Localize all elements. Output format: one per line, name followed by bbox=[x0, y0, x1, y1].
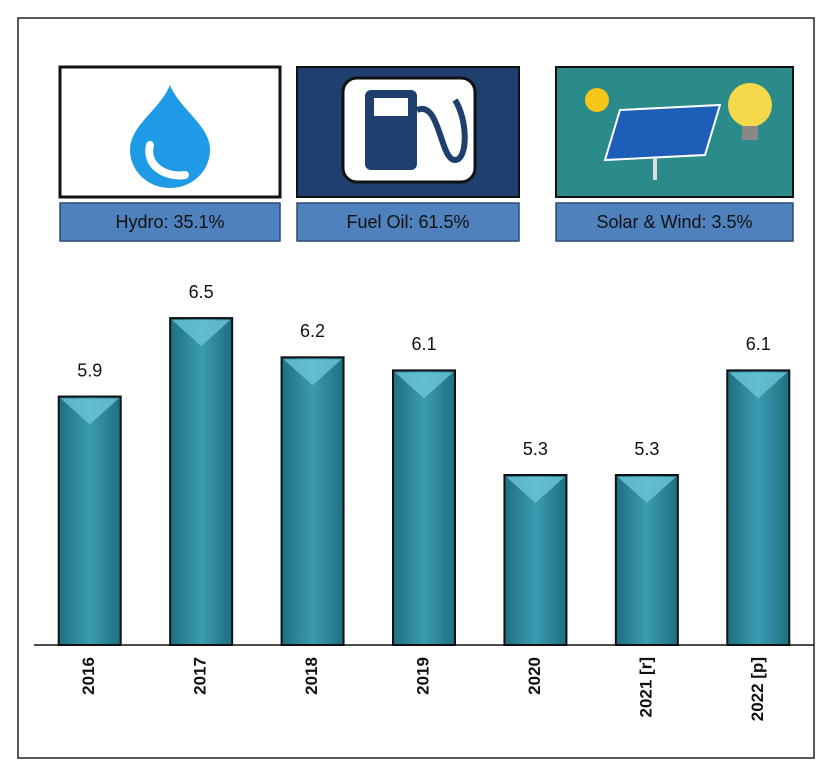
x-tick-label: 2019 bbox=[413, 657, 432, 695]
value-label: 6.1 bbox=[411, 334, 436, 354]
card-label: Hydro: 35.1% bbox=[115, 212, 224, 232]
value-label: 5.9 bbox=[77, 360, 102, 380]
solar-icon bbox=[556, 67, 793, 197]
card-label: Fuel Oil: 61.5% bbox=[346, 212, 469, 232]
bar bbox=[727, 370, 789, 645]
x-tick-label: 2017 bbox=[191, 657, 210, 695]
x-tick-label: 2016 bbox=[79, 657, 98, 695]
infographic: Hydro: 35.1% Fuel Oil: 61.5% Solar & Wind:… bbox=[0, 0, 832, 776]
fuel-icon bbox=[297, 67, 519, 197]
value-label: 6.2 bbox=[300, 321, 325, 341]
value-label: 6.1 bbox=[746, 334, 771, 354]
bar bbox=[393, 370, 455, 645]
bar bbox=[170, 318, 232, 645]
value-label: 5.3 bbox=[523, 439, 548, 459]
card-label: Solar & Wind: 3.5% bbox=[596, 212, 752, 232]
x-tick-label: 2020 bbox=[525, 657, 544, 695]
x-tick-label: 2018 bbox=[302, 657, 321, 695]
bar bbox=[59, 397, 121, 645]
value-label: 5.3 bbox=[634, 439, 659, 459]
x-tick-label: 2022 [p] bbox=[748, 657, 767, 721]
bar bbox=[282, 357, 344, 645]
hydro-icon bbox=[60, 67, 280, 197]
x-tick-label: 2021 [r] bbox=[636, 657, 655, 717]
value-label: 6.5 bbox=[189, 282, 214, 302]
